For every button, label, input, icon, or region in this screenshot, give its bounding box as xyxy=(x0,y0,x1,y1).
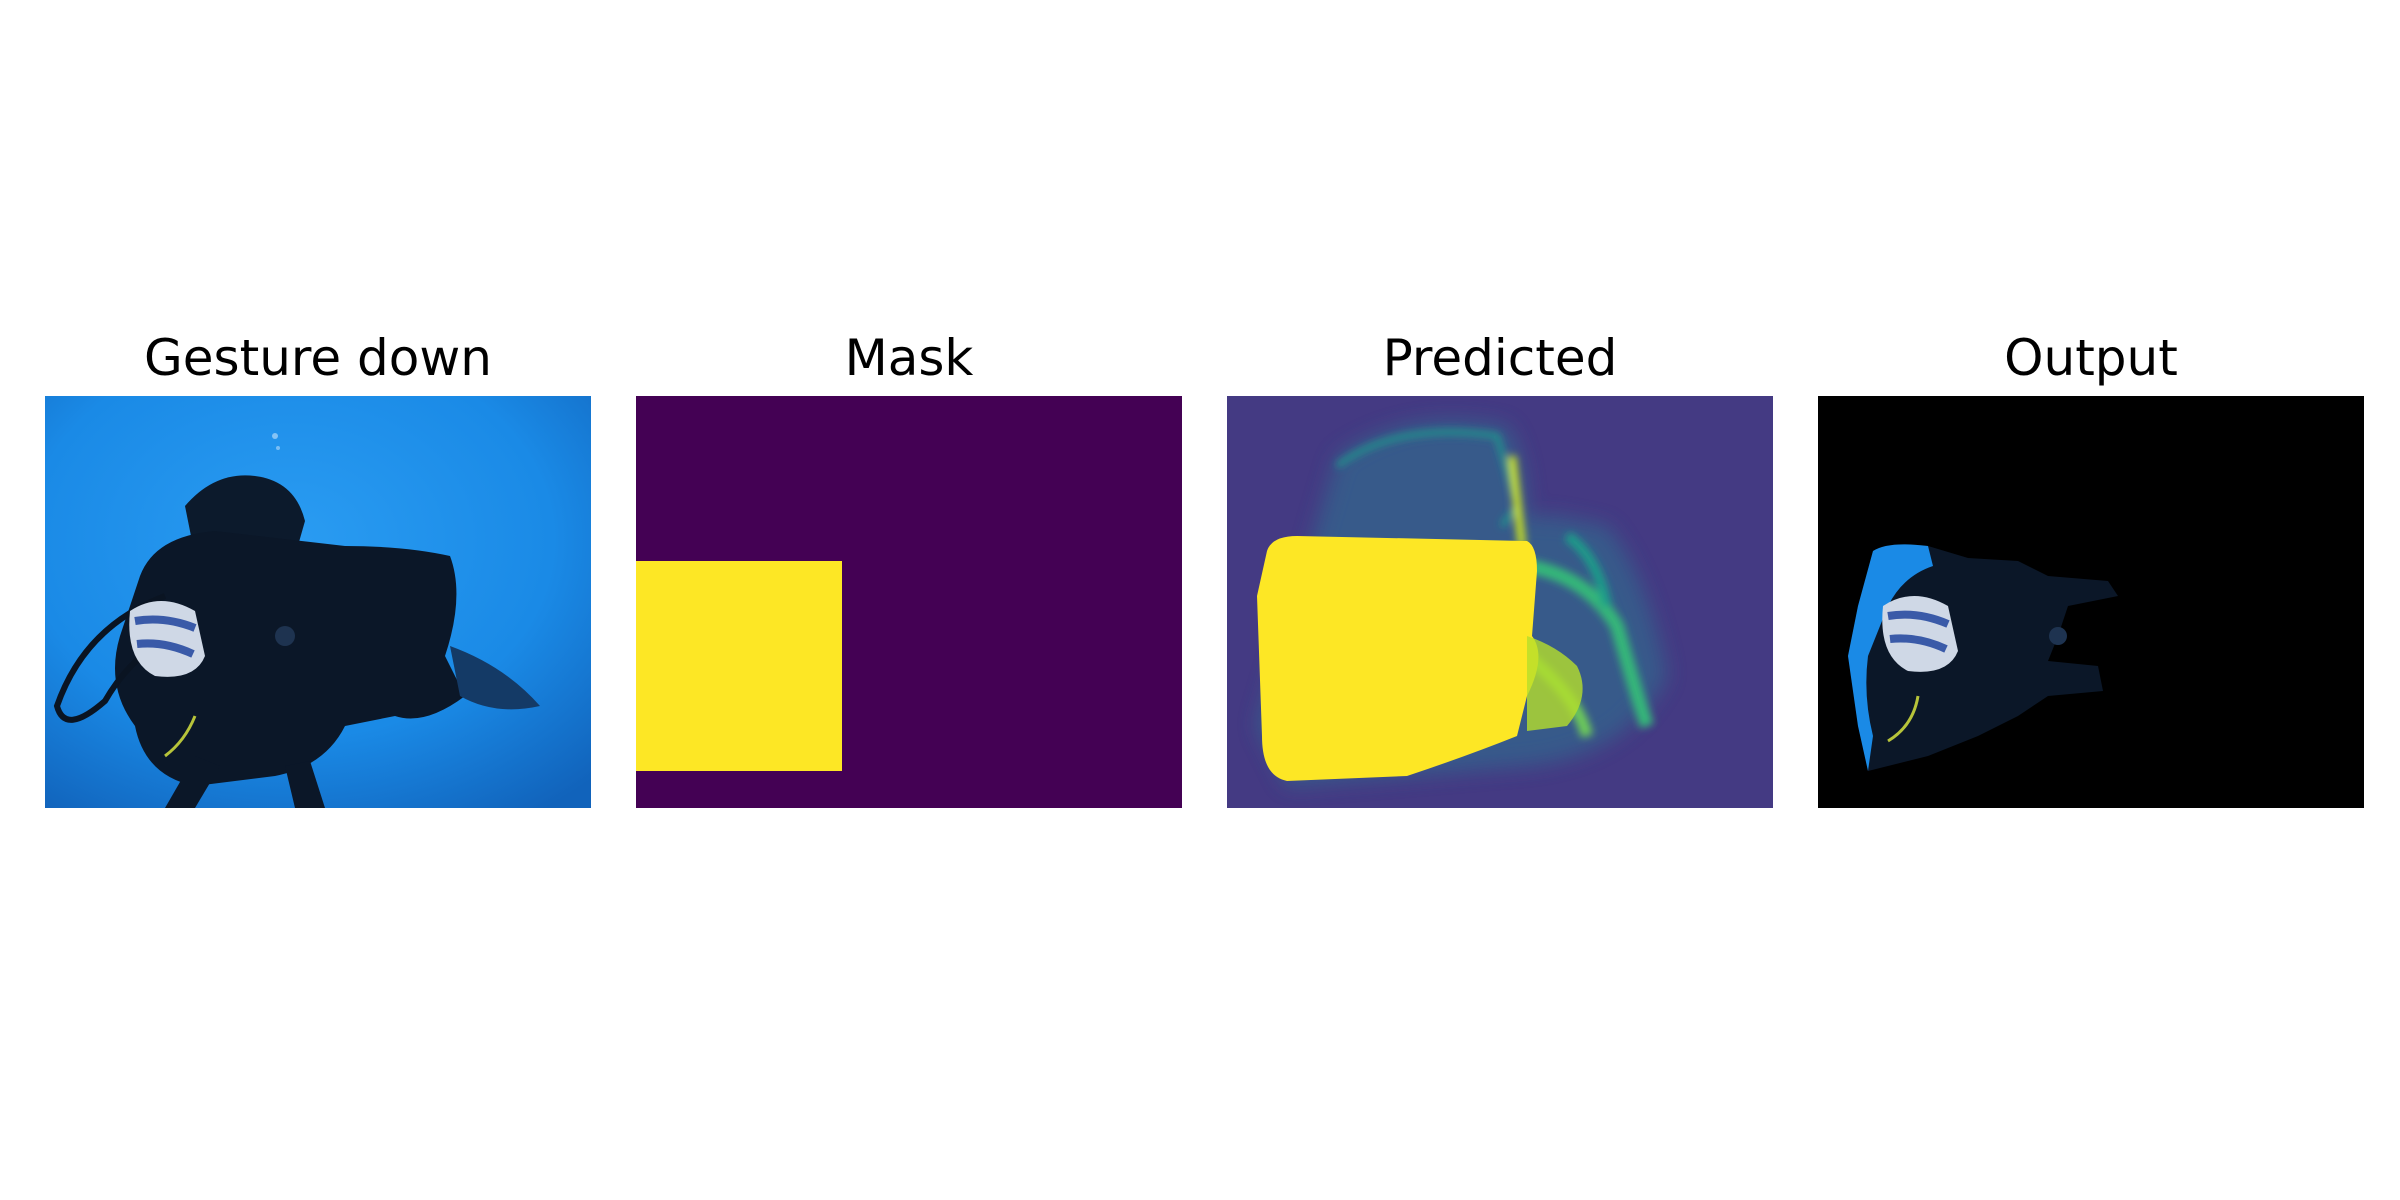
panel-title: Output xyxy=(2004,329,2178,387)
predicted-image xyxy=(1227,396,1773,808)
panel-predicted: Predicted xyxy=(1227,320,1773,808)
panel-title: Predicted xyxy=(1382,329,1618,387)
input-image xyxy=(45,396,591,808)
output-image xyxy=(1818,396,2364,808)
panel-input: Gesture down xyxy=(45,320,591,808)
panel-mask: Mask xyxy=(636,320,1182,808)
mask-image xyxy=(636,396,1182,808)
panel-title: Mask xyxy=(844,329,974,387)
panel-output: Output xyxy=(1818,320,2364,808)
panel-title: Gesture down xyxy=(144,329,492,387)
